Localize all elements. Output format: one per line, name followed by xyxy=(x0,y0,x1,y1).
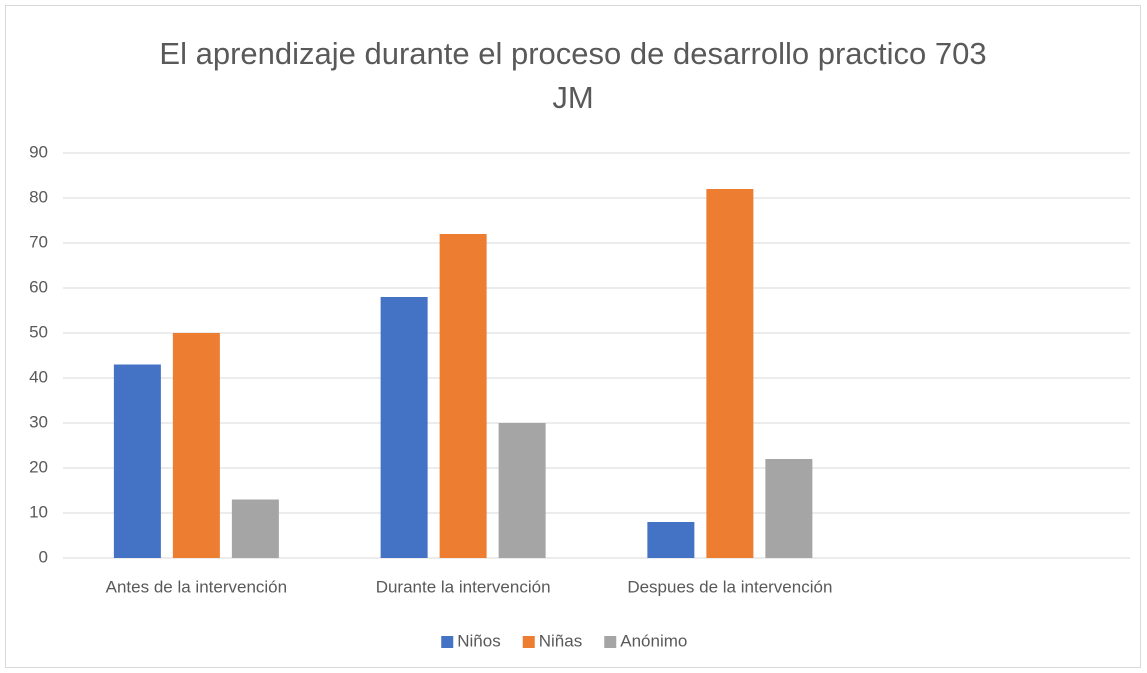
bar xyxy=(380,297,428,558)
y-tick-label: 40 xyxy=(29,367,48,386)
y-tick-label: 90 xyxy=(29,142,48,161)
y-tick-label: 70 xyxy=(29,232,48,251)
x-tick-label: Durante la intervención xyxy=(376,577,551,596)
bar xyxy=(765,459,813,558)
bar xyxy=(647,522,695,558)
chart-title: El aprendizaje durante el proceso de des… xyxy=(159,36,987,115)
y-tick-label: 20 xyxy=(29,457,48,476)
bar xyxy=(498,423,546,558)
bar xyxy=(231,499,279,558)
bar xyxy=(706,189,754,558)
y-tick-label: 50 xyxy=(29,322,48,341)
legend-swatch xyxy=(522,636,535,648)
x-tick-label: Despues de la intervención xyxy=(627,577,832,596)
y-tick-label: 0 xyxy=(39,547,48,566)
y-tick-label: 10 xyxy=(29,502,48,521)
bar xyxy=(172,333,220,558)
legend-label: Niñas xyxy=(539,631,582,650)
y-tick-label: 60 xyxy=(29,277,48,296)
bar xyxy=(113,364,161,558)
legend-label: Niños xyxy=(457,631,500,650)
legend-swatch xyxy=(441,636,454,648)
legend-label: Anónimo xyxy=(620,631,687,650)
x-tick-label: Antes de la intervención xyxy=(106,577,287,596)
bar xyxy=(439,234,487,558)
y-tick-label: 80 xyxy=(29,187,48,206)
y-tick-label: 30 xyxy=(29,412,48,431)
legend-swatch xyxy=(604,636,617,648)
